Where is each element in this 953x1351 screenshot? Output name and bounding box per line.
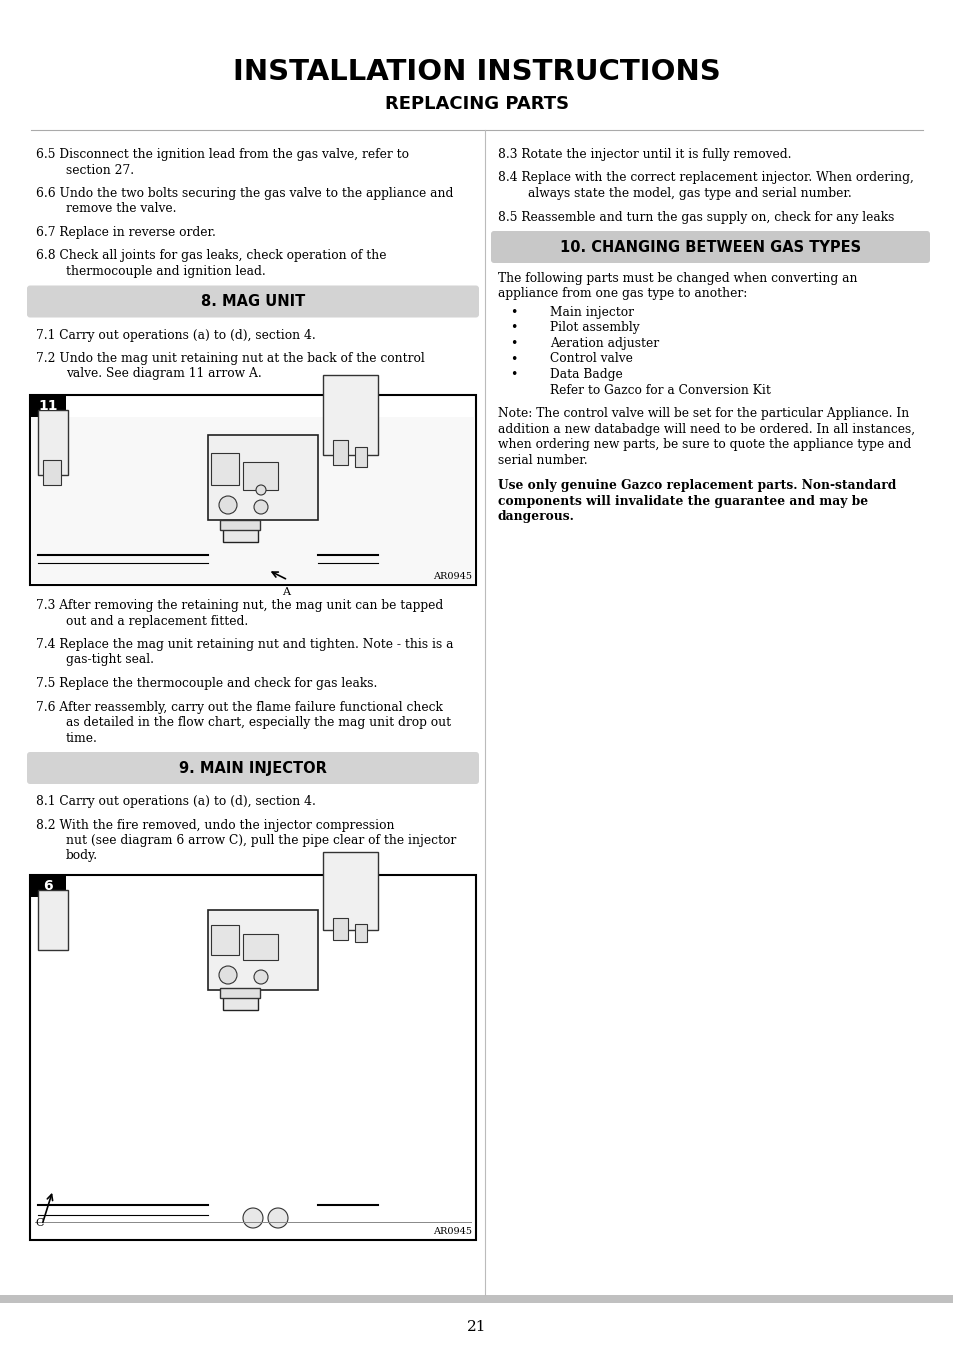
Bar [211, 925, 239, 955]
Text: Use only genuine Gazco replacement parts. Non-standard: Use only genuine Gazco replacement parts… [497, 480, 896, 492]
Text: 9. MAIN INJECTOR: 9. MAIN INJECTOR [179, 761, 327, 775]
Bar [38, 409, 68, 476]
Text: •: • [510, 367, 517, 381]
Text: A: A [282, 586, 290, 597]
Bar [223, 990, 257, 1011]
Text: body.: body. [66, 850, 98, 862]
FancyBboxPatch shape [491, 231, 929, 263]
Text: •: • [510, 322, 517, 335]
Text: 7.1 Carry out operations (a) to (d), section 4.: 7.1 Carry out operations (a) to (d), sec… [36, 328, 315, 342]
FancyBboxPatch shape [27, 285, 478, 317]
Text: The following parts must be changed when converting an: The following parts must be changed when… [497, 272, 857, 285]
Text: 8.3 Rotate the injector until it is fully removed.: 8.3 Rotate the injector until it is full… [497, 149, 791, 161]
Bar [30, 417, 475, 584]
Text: •: • [510, 353, 517, 366]
Text: 6.8 Check all joints for gas leaks, check operation of the: 6.8 Check all joints for gas leaks, chec… [36, 250, 386, 262]
Bar [333, 440, 348, 465]
Text: 6.7 Replace in reverse order.: 6.7 Replace in reverse order. [36, 226, 215, 239]
Bar [30, 394, 66, 417]
Bar [243, 462, 277, 490]
Bar [323, 852, 377, 929]
Text: 7.6 After reassembly, carry out the flame failure functional check: 7.6 After reassembly, carry out the flam… [36, 701, 442, 713]
Circle shape [243, 1208, 263, 1228]
Text: Data Badge: Data Badge [550, 367, 622, 381]
Text: INSTALLATION INSTRUCTIONS: INSTALLATION INSTRUCTIONS [233, 58, 720, 86]
Text: section 27.: section 27. [66, 163, 134, 177]
Text: as detailed in the flow chart, especially the mag unit drop out: as detailed in the flow chart, especiall… [66, 716, 451, 730]
Text: out and a replacement fitted.: out and a replacement fitted. [66, 615, 248, 627]
Circle shape [219, 966, 236, 984]
Bar [208, 435, 317, 520]
Bar [30, 394, 476, 585]
Text: 6.6 Undo the two bolts securing the gas valve to the appliance and: 6.6 Undo the two bolts securing the gas … [36, 186, 453, 200]
Bar [30, 875, 66, 897]
Text: valve. See diagram 11 arrow A.: valve. See diagram 11 arrow A. [66, 367, 261, 381]
Text: 8.4 Replace with the correct replacement injector. When ordering,: 8.4 Replace with the correct replacement… [497, 172, 913, 185]
Text: 6.5 Disconnect the ignition lead from the gas valve, refer to: 6.5 Disconnect the ignition lead from th… [36, 149, 409, 161]
Text: Aeration adjuster: Aeration adjuster [550, 336, 659, 350]
Bar [30, 875, 476, 1240]
Text: REPLACING PARTS: REPLACING PARTS [384, 95, 569, 113]
Bar [243, 934, 277, 961]
Text: nut (see diagram 6 arrow C), pull the pipe clear of the injector: nut (see diagram 6 arrow C), pull the pi… [66, 834, 456, 847]
Text: 6: 6 [43, 880, 52, 893]
Bar [355, 924, 367, 942]
Text: Pilot assembly: Pilot assembly [550, 322, 639, 335]
Circle shape [253, 500, 268, 513]
Text: when ordering new parts, be sure to quote the appliance type and: when ordering new parts, be sure to quot… [497, 438, 910, 451]
Text: •: • [510, 305, 517, 319]
Text: AR0945: AR0945 [433, 571, 472, 581]
Bar [220, 988, 260, 998]
FancyBboxPatch shape [27, 753, 478, 784]
Bar [38, 890, 68, 950]
Circle shape [253, 970, 268, 984]
Text: thermocouple and ignition lead.: thermocouple and ignition lead. [66, 265, 266, 278]
Text: gas-tight seal.: gas-tight seal. [66, 654, 153, 666]
Text: •: • [510, 336, 517, 350]
Text: components will invalidate the guarantee and may be: components will invalidate the guarantee… [497, 494, 867, 508]
Circle shape [219, 496, 236, 513]
Bar [323, 376, 377, 455]
Text: Control valve: Control valve [550, 353, 632, 366]
Bar [220, 520, 260, 530]
Text: 7.5 Replace the thermocouple and check for gas leaks.: 7.5 Replace the thermocouple and check f… [36, 677, 377, 690]
Text: 8.1 Carry out operations (a) to (d), section 4.: 8.1 Carry out operations (a) to (d), sec… [36, 794, 315, 808]
Text: C: C [35, 1219, 44, 1228]
Circle shape [268, 1208, 288, 1228]
Text: 11: 11 [38, 399, 58, 413]
Circle shape [255, 485, 266, 494]
Text: Main injector: Main injector [550, 305, 634, 319]
Text: 8.2 With the fire removed, undo the injector compression: 8.2 With the fire removed, undo the inje… [36, 819, 395, 831]
Text: appliance from one gas type to another:: appliance from one gas type to another: [497, 288, 746, 300]
Text: 7.2 Undo the mag unit retaining nut at the back of the control: 7.2 Undo the mag unit retaining nut at t… [36, 353, 424, 365]
Text: time.: time. [66, 731, 98, 744]
Text: 8.5 Reassemble and turn the gas supply on, check for any leaks: 8.5 Reassemble and turn the gas supply o… [497, 211, 894, 223]
Text: addition a new databadge will need to be ordered. In all instances,: addition a new databadge will need to be… [497, 423, 914, 435]
Bar [0, 1296, 953, 1302]
Text: 8. MAG UNIT: 8. MAG UNIT [201, 295, 305, 309]
Text: 10. CHANGING BETWEEN GAS TYPES: 10. CHANGING BETWEEN GAS TYPES [559, 239, 861, 254]
Text: AR0945: AR0945 [433, 1227, 472, 1236]
Bar [223, 520, 257, 542]
Text: 7.3 After removing the retaining nut, the mag unit can be tapped: 7.3 After removing the retaining nut, th… [36, 598, 443, 612]
Bar [43, 459, 61, 485]
Text: 21: 21 [467, 1320, 486, 1333]
Text: Refer to Gazco for a Conversion Kit: Refer to Gazco for a Conversion Kit [550, 384, 770, 396]
Text: serial number.: serial number. [497, 454, 587, 466]
Text: always state the model, gas type and serial number.: always state the model, gas type and ser… [527, 186, 851, 200]
Bar [211, 453, 239, 485]
Bar [208, 911, 317, 990]
Text: 7.4 Replace the mag unit retaining nut and tighten. Note - this is a: 7.4 Replace the mag unit retaining nut a… [36, 638, 453, 651]
Text: dangerous.: dangerous. [497, 509, 575, 523]
Text: remove the valve.: remove the valve. [66, 203, 176, 216]
Bar [355, 447, 367, 467]
Bar [333, 917, 348, 940]
Text: Note: The control valve will be set for the particular Appliance. In: Note: The control valve will be set for … [497, 407, 908, 420]
